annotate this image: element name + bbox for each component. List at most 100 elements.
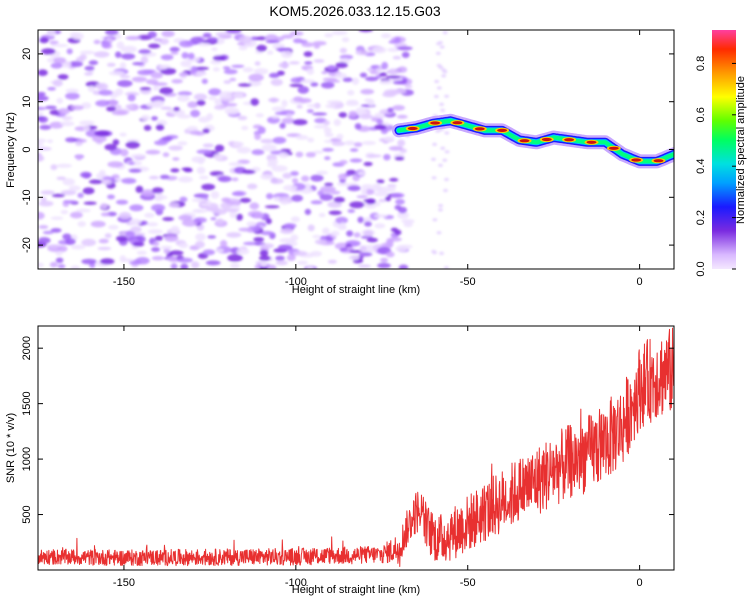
noise-blob [327,201,342,208]
noise-blob [81,258,97,265]
noise-blob [66,48,73,55]
noise-blob [92,135,107,143]
noise-blob [339,222,347,229]
noise-blob [95,100,111,107]
noise-blob [403,221,413,228]
noise-blob [310,174,324,182]
noise-speck [433,94,439,99]
noise-blob [228,162,244,167]
noise-blob [178,242,189,249]
noise-blob [307,137,315,143]
noise-blob [140,56,149,64]
noise-blob [320,185,336,193]
noise-blob [231,64,245,68]
noise-blob [335,216,349,224]
noise-blob [81,102,92,109]
noise-blob [100,212,110,217]
noise-blob [116,199,128,205]
noise-blob [210,191,220,199]
noise-blob [129,218,142,226]
noise-blob [198,42,211,47]
noise-blob [53,43,69,48]
noise-blob [265,40,280,44]
noise-blob [188,52,195,60]
noise-blob [401,51,410,59]
noise-blob [270,178,284,185]
noise-blob [386,251,395,258]
noise-blob [223,69,238,75]
noise-blob [194,241,205,249]
noise-blob [38,106,47,111]
noise-blob [257,126,266,134]
noise-blob [170,51,179,55]
y-tick-label: 10 [21,96,33,108]
noise-blob [147,222,159,227]
noise-blob [177,91,193,96]
noise-blob [349,249,363,254]
noise-blob [142,69,156,74]
noise-blob [168,145,183,151]
noise-blob [385,196,391,202]
noise-blob [338,112,347,118]
noise-blob [215,248,224,253]
noise-blob [104,143,117,151]
noise-blob [154,197,163,202]
noise-blob [79,50,95,55]
noise-blob [72,32,84,40]
noise-blob [147,31,157,39]
noise-blob [229,211,237,219]
noise-blob [196,99,206,106]
noise-blob [267,158,279,166]
noise-blob [394,156,405,161]
noise-blob [125,91,140,97]
noise-blob [57,74,69,80]
noise-blob [331,30,348,36]
spectrogram-y-ticks: 20 10 0 -10 -20 [21,48,674,253]
snr-x-axis-title: Height of straight line (km) [292,584,420,596]
noise-blob [394,205,402,210]
noise-blob [231,191,245,196]
noise-blob [335,62,348,69]
y-tick-label: 1000 [21,447,33,471]
noise-blob [364,188,375,195]
noise-speck [438,163,443,167]
noise-blob [162,152,170,157]
noise-blob [190,66,198,74]
noise-blob [316,170,328,175]
noise-blob [324,156,331,161]
ridge-peak [497,128,508,132]
snr-plot-frame [37,325,675,571]
noise-blob [135,257,150,265]
noise-blob [38,69,48,76]
noise-blob [178,176,193,183]
noise-blob [60,209,69,215]
noise-blob [156,192,163,198]
x-tick-label: -50 [460,276,476,288]
noise-blob [214,98,222,105]
x-tick-label: -50 [460,577,476,589]
noise-blob [286,254,296,261]
y-tick-label: 2000 [21,336,33,360]
noise-blob [230,262,240,269]
noise-speck [432,218,438,222]
noise-blob [344,140,355,146]
noise-blob [363,230,374,237]
noise-blob [52,79,63,87]
noise-blob [222,66,231,70]
noise-blob [339,247,348,252]
spectrogram-x-axis-title: Height of straight line (km) [292,284,420,296]
noise-blob [232,92,245,98]
noise-blob [214,144,225,152]
noise-blob [373,214,388,218]
noise-blob [205,260,221,266]
noise-blob [108,225,119,230]
noise-blob [301,175,310,182]
noise-blob [322,147,334,152]
noise-blob [297,86,309,94]
noise-blob [365,198,376,205]
noise-blob [232,141,244,147]
noise-blob [38,91,46,97]
noise-blob [195,233,206,241]
noise-blob [226,30,242,34]
noise-blob [376,179,385,184]
